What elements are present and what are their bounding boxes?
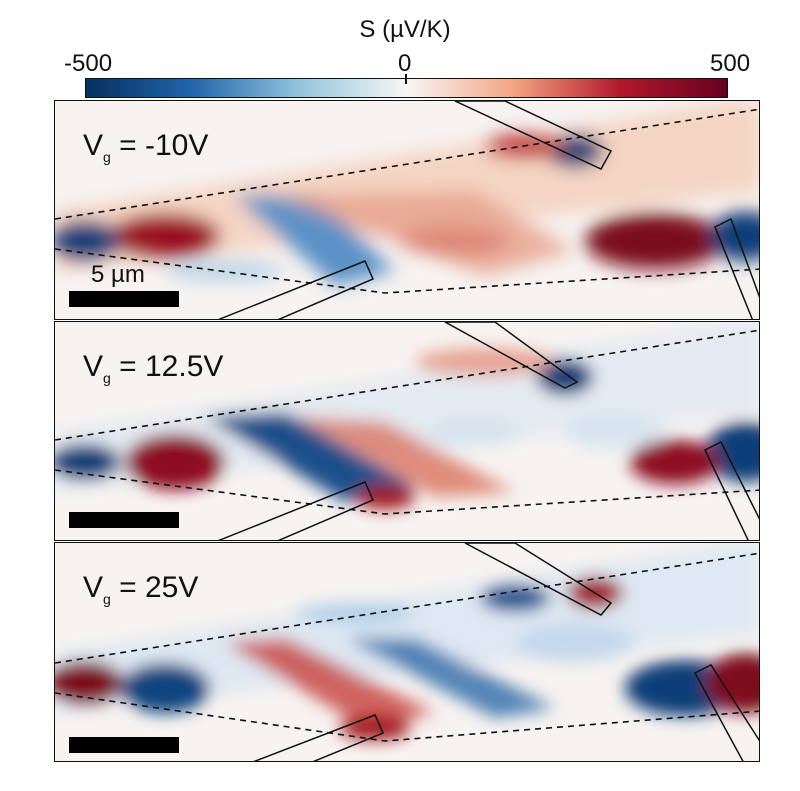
- scale-bar-2: [69, 512, 179, 528]
- seebeck-map-3: [55, 543, 759, 761]
- gate-voltage-label-2: Vg = 12.5V: [83, 350, 224, 386]
- gate-voltage-label-1: Vg = -10V: [83, 129, 209, 165]
- scale-bar-label: 5 µm: [91, 261, 145, 288]
- colorbar-min-label: -500: [64, 50, 113, 77]
- seebeck-map-1: [55, 101, 759, 319]
- colorbar-zero-tick: [405, 74, 407, 84]
- scale-bar-1: [69, 291, 179, 307]
- colorbar-title: S (µV/K): [359, 16, 451, 43]
- map-panel-1: Vg = -10V 5 µm: [54, 100, 760, 320]
- colorbar-max-label: 500: [710, 50, 751, 77]
- colorbar-mid-label: 0: [398, 50, 412, 77]
- map-panel-2: Vg = 12.5V: [54, 321, 760, 541]
- gate-voltage-label-3: Vg = 25V: [83, 571, 199, 607]
- map-panel-3: Vg = 25V: [54, 542, 760, 762]
- seebeck-map-2: [55, 322, 759, 540]
- scale-bar-3: [69, 737, 179, 753]
